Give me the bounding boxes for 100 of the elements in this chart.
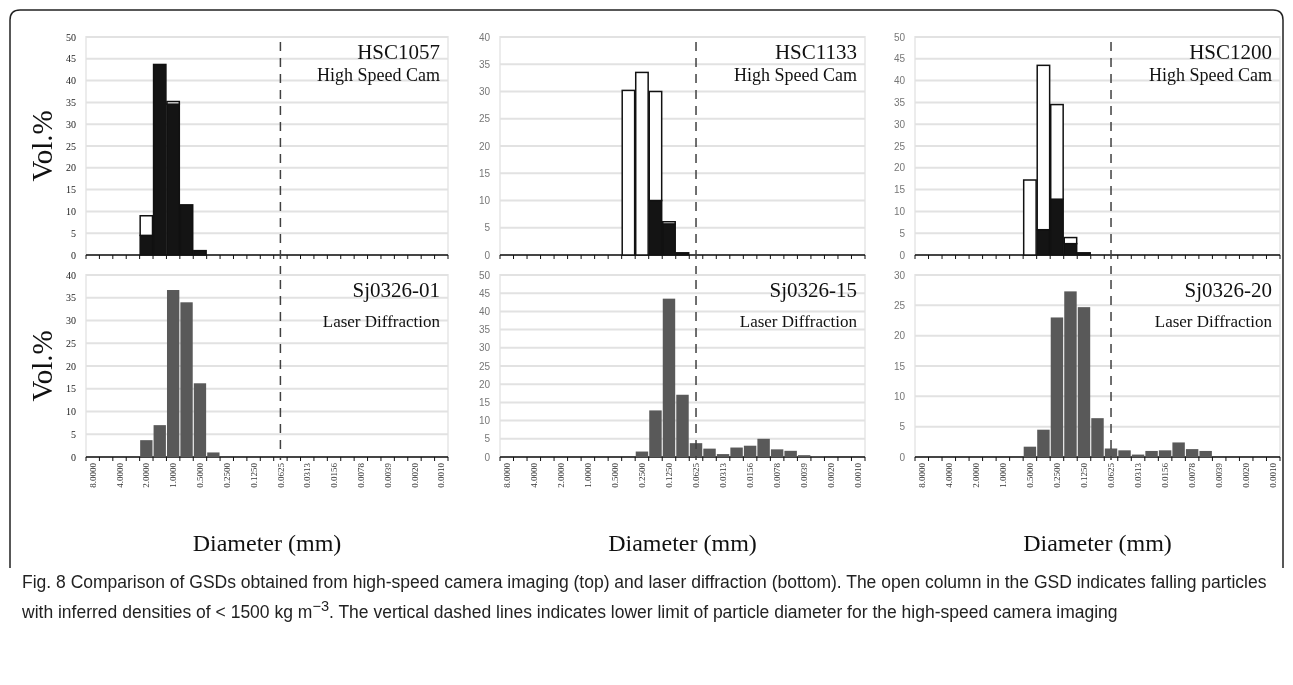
y-tick-label: 15 — [893, 184, 906, 196]
x-tick-label: 1.0000 — [998, 462, 1009, 488]
x-tick-label: 8.0000 — [916, 462, 927, 488]
x-tick-label: 0.0010 — [1268, 462, 1279, 488]
x-tick-label: 2.0000 — [555, 462, 566, 488]
y-tick-label: 20 — [66, 162, 76, 174]
y-tick-label: 0 — [484, 249, 491, 261]
y-tick-label: 20 — [893, 162, 906, 174]
y-axis-title: Vol.% — [26, 110, 58, 182]
x-tick-label: 2.0000 — [141, 462, 152, 488]
y-tick-label: 50 — [478, 269, 491, 281]
x-tick-label: 0.0156 — [329, 462, 340, 488]
y-tick-label: 5 — [899, 227, 906, 239]
annotation: High Speed Cam — [734, 65, 857, 85]
y-tick-label: 20 — [66, 360, 76, 372]
y-tick-label: 40 — [478, 31, 491, 43]
y-tick-label: 5 — [484, 222, 491, 234]
y-tick-label: 25 — [478, 113, 491, 125]
y-tick-label: 15 — [478, 396, 491, 408]
x-tick-label: 0.0020 — [826, 462, 837, 488]
annotation: Sj0326-15 — [769, 278, 857, 302]
y-tick-label: 15 — [478, 167, 491, 179]
x-tick-label: 0.2500 — [637, 462, 648, 488]
x-tick-label: 0.0625 — [691, 462, 702, 488]
annotation: Sj0326-20 — [1184, 278, 1272, 302]
y-tick-label: 35 — [478, 58, 491, 70]
y-tick-label: 35 — [478, 324, 491, 336]
x-tick-label: 0.0313 — [718, 462, 729, 488]
x-tick-label: 0.2500 — [1052, 462, 1063, 488]
x-tick-label: 0.0625 — [275, 462, 286, 488]
y-tick-label: 15 — [893, 360, 906, 372]
x-tick-label: 2.0000 — [970, 462, 981, 488]
y-tick-label: 10 — [478, 195, 491, 206]
x-tick-label: 8.0000 — [87, 462, 98, 488]
y-tick-label: 50 — [66, 31, 76, 43]
y-tick-label: 0 — [484, 451, 491, 463]
annotation: HSC1057 — [357, 40, 440, 64]
y-tick-label: 10 — [478, 415, 491, 427]
annotation: Sj0326-01 — [352, 278, 440, 302]
annotation: High Speed Cam — [317, 65, 440, 85]
y-tick-label: 45 — [893, 53, 906, 65]
y-tick-label: 45 — [66, 53, 76, 65]
y-tick-label: 0 — [899, 249, 906, 261]
y-tick-label: 10 — [66, 205, 76, 217]
y-tick-label: 15 — [66, 383, 76, 395]
y-tick-label: 35 — [66, 292, 76, 304]
x-axis-title: Diameter (mm) — [1023, 530, 1172, 556]
x-tick-label: 0.0156 — [1160, 462, 1171, 488]
x-tick-label: 0.0039 — [382, 462, 393, 488]
y-tick-label: 30 — [893, 269, 906, 281]
annotation: HSC1133 — [774, 40, 857, 64]
x-tick-label: 0.5000 — [1025, 462, 1036, 488]
y-tick-label: 5 — [899, 421, 906, 433]
x-tick-label: 0.0010 — [853, 462, 864, 488]
x-tick-label: 1.0000 — [168, 462, 179, 488]
y-tick-label: 25 — [478, 360, 491, 372]
x-tick-label: 0.0039 — [799, 462, 810, 488]
y-tick-label: 0 — [71, 249, 76, 261]
x-axis-title: Diameter (mm) — [192, 530, 342, 556]
x-tick-label: 0.1250 — [664, 462, 675, 488]
y-tick-label: 45 — [478, 287, 491, 299]
y-tick-label: 30 — [478, 86, 491, 97]
y-tick-label: 25 — [893, 299, 906, 311]
x-tick-label: 0.5000 — [195, 462, 206, 488]
y-tick-label: 40 — [893, 75, 906, 87]
annotation: Laser Diffraction — [322, 312, 441, 331]
y-axis-title: Vol.% — [26, 330, 58, 402]
y-tick-label: 5 — [484, 433, 491, 445]
y-tick-label: 20 — [478, 140, 491, 152]
y-tick-label: 30 — [66, 315, 76, 326]
caption: Fig. 8 Comparison of GSDs obtained from high-speed camera imaging (top) and laser diffraction (bottom). The open column in the GSD indicates falling particles with inferred densities of < 1500 kg m$^{−3}$. The vertical dashed lines indicates lower limit of particle diameter for the high-speed camera imaging — [22, 571, 1268, 624]
annotation: Laser Diffraction — [1154, 312, 1273, 331]
y-tick-label: 30 — [893, 118, 906, 130]
x-tick-label: 0.1250 — [248, 462, 259, 488]
x-tick-label: 0.0625 — [1106, 462, 1117, 488]
y-tick-label: 5 — [71, 428, 76, 440]
x-tick-label: 0.1250 — [1079, 462, 1090, 488]
x-tick-label: 4.0000 — [528, 462, 539, 488]
y-tick-label: 25 — [893, 140, 906, 152]
annotation: High Speed Cam — [1149, 65, 1272, 85]
y-tick-label: 0 — [899, 451, 906, 463]
annotation: Laser Diffraction — [739, 312, 858, 331]
x-tick-label: 0.0313 — [302, 462, 313, 488]
y-tick-label: 20 — [478, 378, 491, 390]
y-tick-label: 10 — [893, 390, 906, 402]
x-tick-label: 4.0000 — [114, 462, 125, 488]
y-tick-label: 35 — [66, 96, 76, 108]
y-tick-label: 30 — [66, 118, 76, 130]
x-tick-label: 0.0313 — [1133, 462, 1144, 488]
y-tick-label: 40 — [478, 305, 491, 317]
y-tick-label: 20 — [893, 330, 906, 342]
y-tick-label: 10 — [893, 205, 906, 217]
x-tick-label: 8.0000 — [501, 462, 512, 488]
y-tick-label: 40 — [66, 269, 76, 281]
y-tick-label: 50 — [893, 31, 906, 43]
x-tick-label: 0.0078 — [772, 462, 783, 488]
x-tick-label: 0.0156 — [745, 462, 756, 488]
y-tick-label: 10 — [66, 406, 76, 417]
y-tick-label: 5 — [71, 227, 76, 239]
x-tick-label: 0.0078 — [356, 462, 366, 488]
